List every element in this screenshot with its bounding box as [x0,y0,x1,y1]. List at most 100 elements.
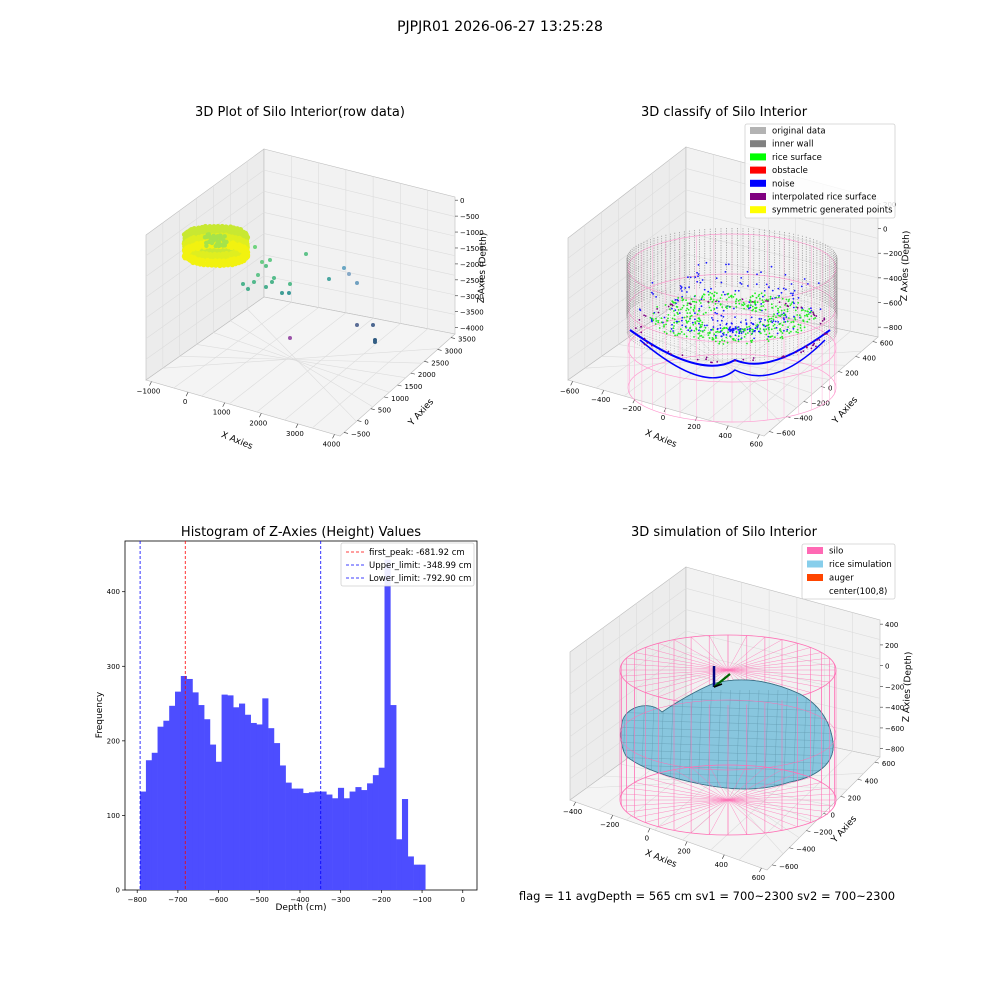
histogram-bar [157,726,164,890]
histogram-bar [151,752,158,890]
x-tick-label: 0 [645,834,649,842]
y-tick-label: −200 [813,829,832,837]
histogram-x-tick-label: −400 [290,896,309,904]
histogram-bar [285,782,292,890]
ring-point [204,243,209,248]
scatter-point [252,280,256,284]
y-tick-label: 400 [865,777,878,785]
ring-point [194,260,200,266]
raw-z-ticks: 0 −500 −1000 −1500 −2000 −2500 −3000 −3500 −4000 [455,197,484,333]
histogram-x-tick-label: −600 [209,896,228,904]
raw-x-ticks: −1000 0 1000 2000 3000 4000 [137,381,340,448]
z-tick-label: 0 [885,663,889,671]
histogram-bar [180,675,187,890]
scatter-point [288,336,292,340]
z-tick-label: 0 [460,197,464,205]
x-tick-label: 200 [677,848,690,856]
legend-label: rice surface [772,153,822,163]
histogram-y-ticks: 0 100 200 300 400 [107,588,125,895]
histogram-bar [343,798,350,890]
ring-point [218,233,223,238]
z-tick-label: −1000 [460,229,484,237]
ring-point [217,262,223,269]
ring-point [213,262,219,268]
histogram-bar [390,705,397,890]
x-tick-label: 600 [752,874,765,882]
legend-label: noise [772,179,795,189]
z-tick-label: −2000 [460,261,484,269]
scatter-point [264,264,268,268]
y-tick-label: 500 [378,407,391,415]
ring-point [190,246,196,252]
legend-swatch [750,153,766,161]
histogram-bar [303,793,310,890]
simulation-x-ticks: −400 −200 0 200 400 600 [563,801,765,882]
histogram-bar [244,714,251,890]
histogram-bar [192,692,199,890]
scatter-point [241,282,245,286]
classify-x-ticks: −600 −400 −200 0 200 400 600 [560,381,763,449]
x-tick-label: 200 [687,423,700,431]
legend-swatch [807,587,823,595]
histogram-x-tick-label: −300 [331,896,350,904]
x-tick-label: 400 [719,432,732,440]
scatter-point [256,273,260,277]
classify-panel-title: 3D classify of Silo Interior [641,105,808,120]
x-tick-label: 0 [183,398,187,406]
histogram-bar [367,783,374,890]
scatter-point [371,323,375,327]
histogram-bar [262,698,269,890]
z-tick-label: −600 [885,725,904,733]
histogram-bar [145,760,153,890]
x-tick-label: 3000 [286,430,304,438]
histogram-legend: first_peak: -681.92 cm Upper_limit: -348.… [340,542,475,587]
histogram-bar [186,678,193,890]
ring-point [211,238,216,243]
figure-suptitle: PJPJR01 2026-06-27 13:25:28 [397,19,603,35]
simulation-legend: silo rice simulation auger center(100,8) [801,543,896,600]
ring-point [204,234,210,239]
histogram-bar [308,792,315,890]
histogram-y-tick-label: 200 [107,737,120,745]
scatter-point [327,277,331,281]
histogram-bar [407,856,414,890]
scatter-point [347,272,351,276]
histogram-bar [215,761,222,890]
x-tick-label: 600 [750,441,763,449]
histogram-bar [355,787,362,890]
scatter-point [287,291,291,295]
histogram-bar [401,799,409,890]
raw-axes-box [145,148,456,437]
simulation-auger-marker [712,666,731,688]
histogram-bar [239,703,246,890]
histogram-bar [332,798,339,890]
y-tick-label: 600 [880,340,893,348]
raw-panel-title: 3D Plot of Silo Interior(row data) [195,105,405,120]
scatter-point [355,281,359,285]
y-tick-label: −600 [779,863,798,871]
legend-label: Lower_limit: -792.90 cm [369,574,471,584]
z-tick-label: −400 [885,704,904,712]
histogram-x-tick-label: −100 [412,896,431,904]
z-tick-label: −3000 [460,293,484,301]
histogram-bar [372,775,379,890]
legend-label: center(100,8) [829,587,887,597]
ring-point [209,262,215,268]
scatter-point [246,287,250,291]
y-tick-label: −400 [796,846,815,854]
histogram-x-tick-label: 0 [461,896,465,904]
ring-point [213,243,218,249]
z-tick-label: −400 [883,275,902,283]
y-tick-label: 3500 [458,336,476,344]
ring-point [225,262,231,268]
classify-z-axis-label: Z Axies (Depth) [900,231,912,302]
y-tick-label: −500 [351,430,370,438]
histogram-bar [378,767,385,890]
simulation-y-ticks: −600 −400 −200 0 200 400 600 [772,760,895,871]
histogram-bar [221,694,228,890]
histogram-bar [384,559,391,890]
histogram-bar [273,743,281,890]
scatter-point [373,340,377,344]
histogram-y-tick-label: 100 [107,812,120,820]
legend-label: rice simulation [829,560,892,570]
